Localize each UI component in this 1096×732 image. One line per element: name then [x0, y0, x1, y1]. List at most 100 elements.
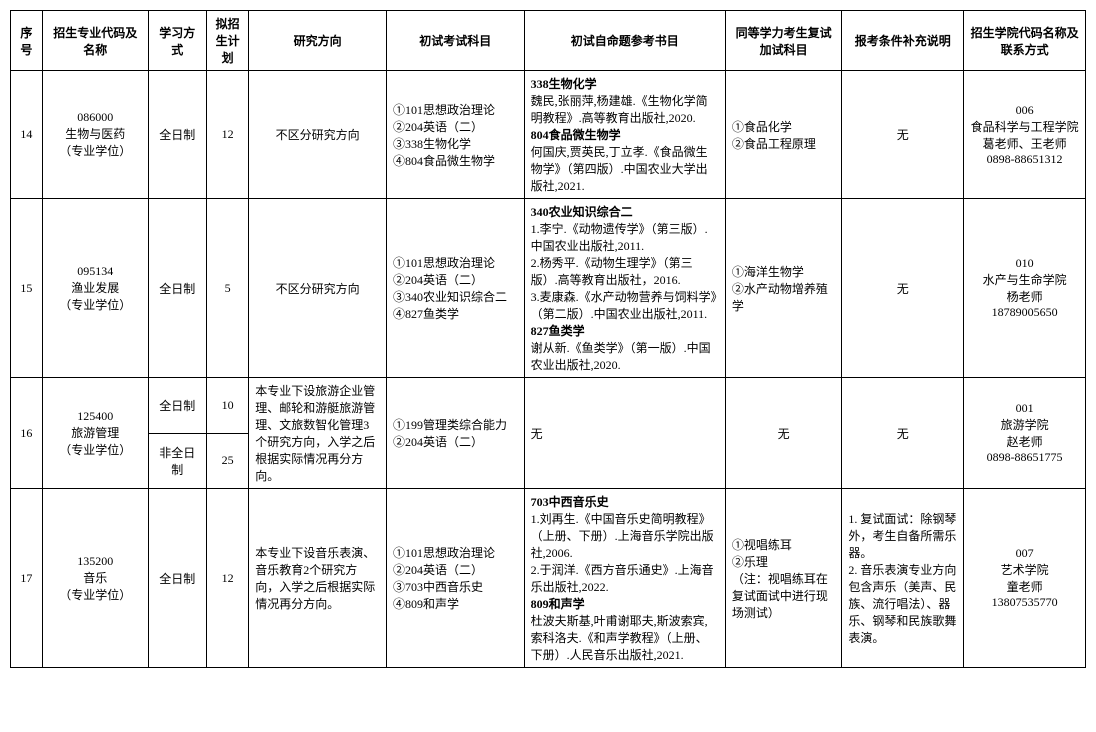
cell-plan: 12 — [206, 71, 248, 199]
table-row: 14 086000 生物与医药 （专业学位） 全日制 12 不区分研究方向 ①1… — [11, 71, 1086, 199]
cell-college: 001 旅游学院 赵老师 0898-88651775 — [964, 378, 1086, 489]
major-name: 旅游管理 — [71, 426, 119, 440]
header-college: 招生学院代码名称及联系方式 — [964, 11, 1086, 71]
exam-line: ①101思想政治理论 — [393, 103, 495, 117]
cell-college: 007 艺术学院 童老师 13807535770 — [964, 489, 1086, 668]
cell-college: 010 水产与生命学院 杨老师 18789005650 — [964, 199, 1086, 378]
cell-index: 14 — [11, 71, 43, 199]
cell-retest: ①海洋生物学 ②水产动物增养殖学 — [725, 199, 842, 378]
book-title: 804食品微生物学 — [531, 128, 621, 142]
book-title: 809和声学 — [531, 597, 585, 611]
major-type: （专业学位） — [59, 144, 131, 158]
major-name: 渔业发展 — [71, 281, 119, 295]
college-contact: 赵老师 — [1007, 435, 1043, 449]
cell-books: 340农业知识综合二 1.李宁.《动物遗传学》（第三版）.中国农业出版社,201… — [524, 199, 725, 378]
college-contact: 童老师 — [1007, 580, 1043, 594]
cell-plan: 10 — [206, 378, 248, 434]
cell-index: 17 — [11, 489, 43, 668]
college-code: 006 — [1016, 103, 1034, 117]
cell-books: 无 — [524, 378, 725, 489]
exam-line: ①101思想政治理论 — [393, 256, 495, 270]
cell-direction: 不区分研究方向 — [249, 71, 387, 199]
major-type: （专业学位） — [59, 443, 131, 457]
cell-index: 15 — [11, 199, 43, 378]
header-plan: 拟招生计划 — [206, 11, 248, 71]
college-name: 水产与生命学院 — [983, 273, 1067, 287]
book-text: 2.于润洋.《西方音乐通史》.上海音乐出版社,2022. — [531, 563, 714, 594]
book-text: 何国庆,贾英民,丁立孝.《食品微生物学》（第四版）.中国农业大学出版社,2021… — [531, 145, 708, 193]
exam-line: ①101思想政治理论 — [393, 546, 495, 560]
major-code: 095134 — [77, 264, 113, 278]
cell-exam1: ①101思想政治理论 ②204英语（二） ③338生物化学 ④804食品微生物学 — [386, 71, 524, 199]
college-contact: 18789005650 — [992, 305, 1058, 319]
cell-books: 703中西音乐史 1.刘再生.《中国音乐史简明教程》（上册、下册）.上海音乐学院… — [524, 489, 725, 668]
college-code: 001 — [1016, 401, 1034, 415]
cell-study: 全日制 — [148, 71, 206, 199]
retest-line: ②水产动物增养殖学 — [732, 282, 828, 313]
major-code: 135200 — [77, 554, 113, 568]
supplement-line: 2. 音乐表演专业方向包含声乐（美声、民族、流行唱法）、器乐、钢琴和民族歌舞表演… — [848, 563, 956, 645]
table-row: 15 095134 渔业发展 （专业学位） 全日制 5 不区分研究方向 ①101… — [11, 199, 1086, 378]
cell-supplement: 无 — [842, 199, 964, 378]
college-name: 食品科学与工程学院 — [971, 120, 1079, 134]
book-text: 魏民,张丽萍,杨建雄.《生物化学简明教程》.高等教育出版社,2020. — [531, 94, 708, 125]
major-type: （专业学位） — [59, 298, 131, 312]
header-index: 序号 — [11, 11, 43, 71]
college-contact: 葛老师、王老师 — [983, 137, 1067, 151]
major-code: 125400 — [77, 409, 113, 423]
exam-line: ①199管理类综合能力 — [393, 418, 507, 432]
table-row: 17 135200 音乐 （专业学位） 全日制 12 本专业下设音乐表演、音乐教… — [11, 489, 1086, 668]
book-text: 2.杨秀平.《动物生理学》（第三版）.高等教育出版社，2016. — [531, 256, 693, 287]
cell-supplement: 无 — [842, 71, 964, 199]
book-title: 338生物化学 — [531, 77, 597, 91]
exam-line: ②204英语（二） — [393, 273, 483, 287]
exam-line: ②204英语（二） — [393, 563, 483, 577]
book-text: 1.刘再生.《中国音乐史简明教程》（上册、下册）.上海音乐学院出版社,2006. — [531, 512, 714, 560]
exam-line: ②204英语（二） — [393, 120, 483, 134]
college-name: 艺术学院 — [1001, 563, 1049, 577]
header-supplement: 报考条件补充说明 — [842, 11, 964, 71]
book-title: 703中西音乐史 — [531, 495, 609, 509]
college-contact: 0898-88651312 — [987, 152, 1063, 166]
cell-exam1: ①199管理类综合能力 ②204英语（二） — [386, 378, 524, 489]
admissions-table: 序号 招生专业代码及名称 学习方式 拟招生计划 研究方向 初试考试科目 初试自命… — [10, 10, 1086, 668]
exam-line: ④804食品微生物学 — [393, 154, 495, 168]
book-title: 827鱼类学 — [531, 324, 585, 338]
retest-line: ①海洋生物学 — [732, 265, 804, 279]
retest-line: （注：视唱练耳在复试面试中进行现场测试） — [732, 572, 828, 620]
cell-retest: ①食品化学 ②食品工程原理 — [725, 71, 842, 199]
cell-supplement: 1. 复试面试：除钢琴外，考生自备所需乐器。 2. 音乐表演专业方向包含声乐（美… — [842, 489, 964, 668]
cell-college: 006 食品科学与工程学院 葛老师、王老师 0898-88651312 — [964, 71, 1086, 199]
exam-line: ④809和声学 — [393, 597, 459, 611]
college-contact: 13807535770 — [992, 595, 1058, 609]
college-contact: 0898-88651775 — [987, 450, 1063, 464]
cell-major: 086000 生物与医药 （专业学位） — [42, 71, 148, 199]
table-row: 16 125400 旅游管理 （专业学位） 全日制 10 本专业下设旅游企业管理… — [11, 378, 1086, 434]
cell-retest: 无 — [725, 378, 842, 489]
cell-direction: 本专业下设旅游企业管理、邮轮和游艇旅游管理、文旅数智化管理3个研究方向，入学之后… — [249, 378, 387, 489]
cell-major: 095134 渔业发展 （专业学位） — [42, 199, 148, 378]
cell-plan: 25 — [206, 433, 248, 489]
book-text: 1.李宁.《动物遗传学》（第三版）.中国农业出版社,2011. — [531, 222, 708, 253]
book-text: 3.麦康森.《水产动物营养与饲料学》（第二版）.中国农业出版社,2011. — [531, 290, 717, 321]
exam-line: ③340农业知识综合二 — [393, 290, 507, 304]
header-books: 初试自命题参考书目 — [524, 11, 725, 71]
cell-direction: 本专业下设音乐表演、音乐教育2个研究方向，入学之后根据实际情况再分方向。 — [249, 489, 387, 668]
cell-plan: 5 — [206, 199, 248, 378]
supplement-line: 1. 复试面试：除钢琴外，考生自备所需乐器。 — [848, 512, 956, 560]
exam-line: ②204英语（二） — [393, 435, 483, 449]
exam-line: ③703中西音乐史 — [393, 580, 483, 594]
college-code: 007 — [1016, 546, 1034, 560]
major-name: 生物与医药 — [65, 127, 125, 141]
header-direction: 研究方向 — [249, 11, 387, 71]
header-exam1: 初试考试科目 — [386, 11, 524, 71]
cell-index: 16 — [11, 378, 43, 489]
cell-study: 非全日制 — [148, 433, 206, 489]
major-name: 音乐 — [83, 571, 107, 585]
cell-supplement: 无 — [842, 378, 964, 489]
retest-line: ②乐理 — [732, 555, 768, 569]
cell-study: 全日制 — [148, 489, 206, 668]
cell-major: 135200 音乐 （专业学位） — [42, 489, 148, 668]
cell-study: 全日制 — [148, 378, 206, 434]
header-major: 招生专业代码及名称 — [42, 11, 148, 71]
